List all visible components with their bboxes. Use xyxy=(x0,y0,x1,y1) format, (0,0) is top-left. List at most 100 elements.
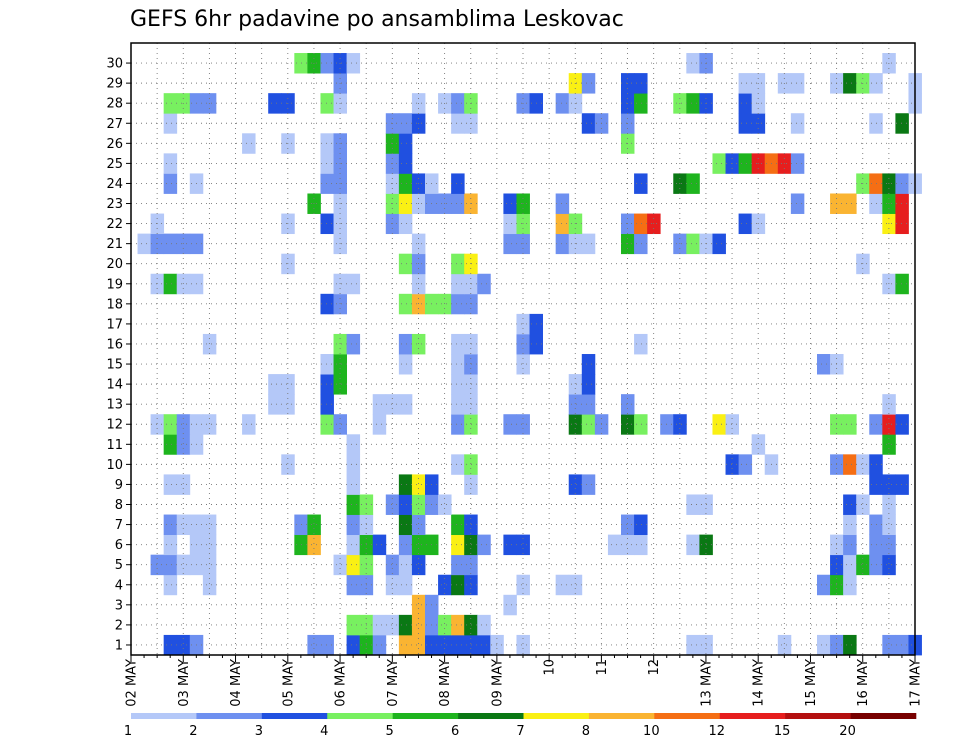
heatmap-cell xyxy=(320,53,334,74)
heatmap-cell xyxy=(398,514,413,536)
heatmap-cell xyxy=(843,534,857,556)
heatmap-cell xyxy=(581,414,596,435)
heatmap-cell xyxy=(568,394,583,415)
x-tick-label: 06 MAY xyxy=(334,659,349,707)
y-tick-label: 22 xyxy=(106,217,123,232)
legend-swatch xyxy=(785,713,851,719)
heatmap-cell xyxy=(843,514,857,536)
heatmap-cell xyxy=(738,153,753,174)
heatmap-cell xyxy=(843,554,857,576)
heatmap-cell xyxy=(790,73,805,94)
heatmap-cell xyxy=(385,574,400,596)
heatmap-cell xyxy=(438,293,452,315)
heatmap-cell xyxy=(333,374,347,395)
heatmap-cell xyxy=(451,333,465,355)
heatmap-cell xyxy=(856,494,870,515)
heatmap-cell xyxy=(686,233,700,255)
legend-label: 7 xyxy=(516,724,524,739)
heatmap-cell xyxy=(843,73,857,94)
heatmap-cell xyxy=(398,253,413,275)
heatmap-cell xyxy=(882,474,896,495)
heatmap-cell xyxy=(320,414,334,435)
heatmap-cell xyxy=(346,454,361,475)
heatmap-cell xyxy=(438,614,452,636)
y-tick-label: 5 xyxy=(115,558,123,573)
heatmap-cell xyxy=(725,414,739,435)
heatmap-cell xyxy=(176,414,191,435)
heatmap-cell xyxy=(464,474,478,495)
y-tick-label: 26 xyxy=(106,137,123,152)
heatmap-cell xyxy=(163,574,178,596)
heatmap-cell xyxy=(398,574,413,596)
heatmap-cell xyxy=(725,454,739,475)
heatmap-cell xyxy=(634,514,648,536)
heatmap-cell xyxy=(372,634,387,656)
legend-swatch xyxy=(654,713,721,719)
heatmap-cell xyxy=(503,213,517,235)
legend-label: 10 xyxy=(643,724,660,739)
heatmap-cell xyxy=(843,193,857,214)
heatmap-cell xyxy=(411,634,426,656)
heatmap-cell xyxy=(451,394,465,415)
y-tick-label: 28 xyxy=(106,97,123,112)
x-tick-label: 16 MAY xyxy=(856,659,871,707)
x-tick-label: 10 xyxy=(543,659,558,676)
heatmap-cell xyxy=(451,113,465,134)
x-tick-label: 08 MAY xyxy=(438,659,453,707)
heatmap-cell xyxy=(163,153,178,174)
heatmap-cell xyxy=(477,614,491,636)
heatmap-cell xyxy=(843,494,857,515)
x-tick-label: 09 MAY xyxy=(490,659,505,707)
y-tick-label: 20 xyxy=(106,257,123,272)
heatmap-cell xyxy=(385,494,400,515)
legend-label: 15 xyxy=(774,724,791,739)
heatmap-cells xyxy=(137,53,922,656)
heatmap-cell xyxy=(163,634,178,656)
heatmap-cell xyxy=(464,414,478,435)
heatmap-cell xyxy=(464,374,478,395)
heatmap-cell xyxy=(673,414,687,435)
legend-label: 4 xyxy=(320,724,328,739)
heatmap-cell xyxy=(451,514,465,536)
heatmap-cell xyxy=(634,414,648,435)
heatmap-cell xyxy=(464,614,478,636)
heatmap-cell xyxy=(568,374,583,395)
heatmap-cell xyxy=(411,293,426,315)
y-tick-label: 18 xyxy=(106,297,123,312)
heatmap-cell xyxy=(398,354,413,375)
legend-swatch xyxy=(719,713,786,719)
heatmap-cell xyxy=(451,173,465,194)
heatmap-cell xyxy=(464,534,478,556)
y-tick-label: 8 xyxy=(115,498,123,513)
heatmap-cell xyxy=(843,634,857,656)
heatmap-cell xyxy=(516,634,530,656)
heatmap-cell xyxy=(555,574,570,596)
heatmap-cell xyxy=(176,474,191,495)
heatmap-cell xyxy=(451,414,465,435)
heatmap-cell xyxy=(281,394,295,415)
heatmap-cell xyxy=(895,634,909,656)
heatmap-cell xyxy=(686,53,700,74)
legend-swatch xyxy=(850,713,917,719)
heatmap-cell xyxy=(843,454,857,475)
heatmap-cell xyxy=(634,333,648,355)
heatmap-cell xyxy=(451,634,465,656)
heatmap-cell xyxy=(451,253,465,275)
y-tick-label: 25 xyxy=(106,157,123,172)
y-tick-label: 15 xyxy=(106,358,123,373)
heatmap-cell xyxy=(464,554,478,576)
heatmap-cell xyxy=(202,414,217,435)
heatmap-cell xyxy=(790,193,805,214)
heatmap-cell xyxy=(464,574,478,596)
heatmap-cell xyxy=(281,454,295,475)
heatmap-cell xyxy=(712,233,726,255)
heatmap-cell xyxy=(398,494,413,515)
x-axis-ticks: 02 MAY 03 MAY 04 MAY 05 MAY 06 MAY 07 MAY 08 M… xyxy=(125,655,924,707)
heatmap-cell xyxy=(176,634,191,656)
y-tick-label: 9 xyxy=(115,478,123,493)
heatmap-cell xyxy=(738,73,753,94)
heatmap-cell xyxy=(411,474,426,495)
heatmap-cell xyxy=(163,534,178,556)
heatmap-cell xyxy=(607,534,622,556)
heatmap-cell xyxy=(882,534,896,556)
